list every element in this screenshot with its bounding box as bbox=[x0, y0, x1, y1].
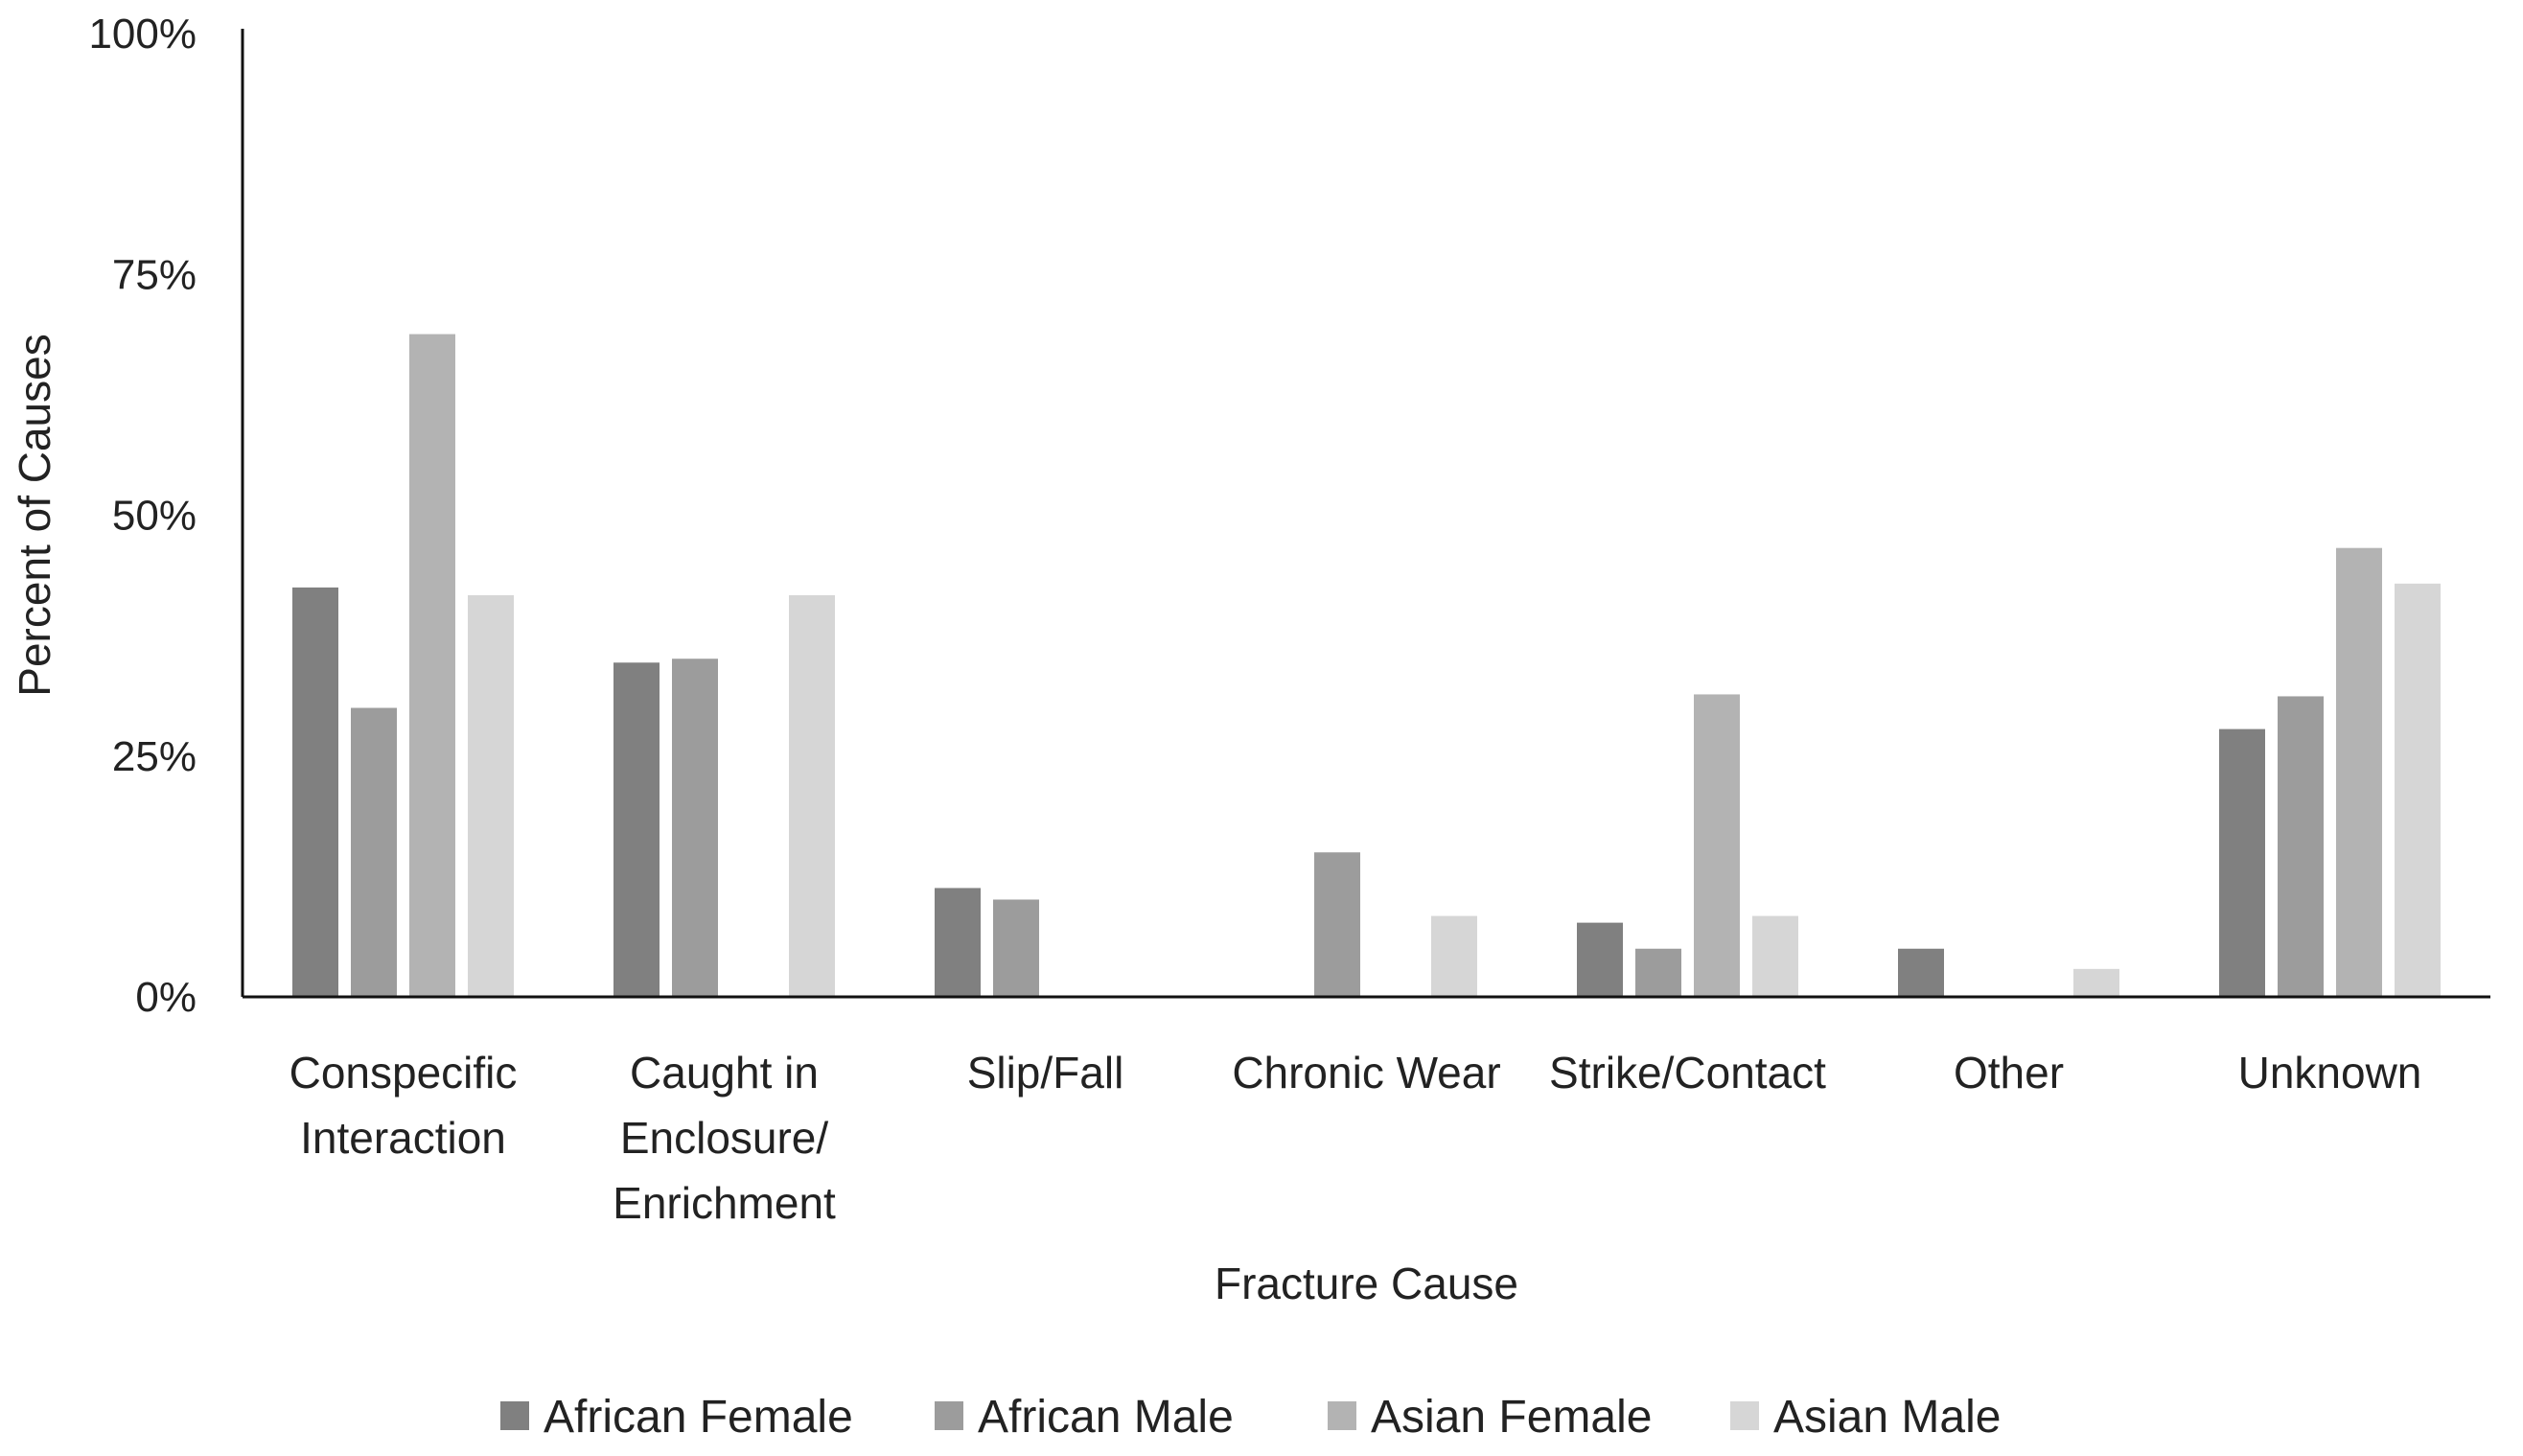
bar-african-female bbox=[935, 888, 981, 997]
y-tick-label: 75% bbox=[112, 251, 197, 298]
legend-label: Asian Male bbox=[1773, 1392, 2001, 1443]
y-tick-label: 100% bbox=[88, 11, 197, 58]
bar-african-male bbox=[672, 659, 718, 997]
bar-asian-female bbox=[409, 334, 455, 997]
bar-asian-female bbox=[1694, 694, 1740, 997]
x-category-label: Unknown bbox=[2238, 1048, 2422, 1098]
x-category-label: Strike/Contact bbox=[1549, 1048, 1826, 1098]
bar-african-male bbox=[2278, 696, 2324, 997]
x-axis-title: Fracture Cause bbox=[1215, 1259, 1518, 1308]
legend-swatch bbox=[500, 1401, 529, 1430]
legend-swatch bbox=[1328, 1401, 1356, 1430]
bar-asian-male bbox=[468, 594, 514, 997]
x-category-label: Caught in bbox=[630, 1048, 819, 1098]
bar-african-male bbox=[1635, 948, 1681, 997]
legend-swatch bbox=[1730, 1401, 1759, 1430]
legend-label: Asian Female bbox=[1371, 1392, 1652, 1443]
bar-african-female bbox=[613, 662, 660, 997]
bar-african-female bbox=[1898, 948, 1944, 997]
bar-african-male bbox=[1314, 852, 1360, 997]
legend-label: African Female bbox=[544, 1392, 853, 1443]
bar-asian-male bbox=[1752, 915, 1798, 997]
y-tick-label: 50% bbox=[112, 493, 197, 540]
x-category-label: Conspecific bbox=[289, 1048, 518, 1098]
x-category-label: Other bbox=[1954, 1048, 2064, 1098]
bar-african-male bbox=[993, 899, 1039, 997]
bars bbox=[292, 334, 2441, 997]
bar-asian-male bbox=[1431, 915, 1477, 997]
x-category-label: Interaction bbox=[300, 1113, 506, 1163]
y-tick-label: 0% bbox=[135, 974, 197, 1021]
legend-swatch bbox=[935, 1401, 963, 1430]
legend-label: African Male bbox=[978, 1392, 1234, 1443]
x-category-label: Slip/Fall bbox=[967, 1048, 1124, 1098]
x-category-label: Enrichment bbox=[613, 1178, 836, 1228]
bar-asian-male bbox=[2073, 968, 2119, 997]
bar-asian-male bbox=[789, 594, 835, 997]
bar-african-female bbox=[292, 587, 338, 997]
x-category-label: Chronic Wear bbox=[1232, 1048, 1500, 1098]
x-axis-category-labels: Conspecific Interaction Caught in Enclosure… bbox=[289, 1048, 2422, 1228]
bar-african-male bbox=[351, 707, 397, 997]
bar-african-female bbox=[2219, 728, 2265, 997]
y-axis-title: Percent of Causes bbox=[10, 334, 59, 696]
y-tick-label: 25% bbox=[112, 733, 197, 780]
legend: African Female African Male Asian Female As… bbox=[500, 1392, 2001, 1443]
y-axis-ticks: 0% 25% 50% 75% 100% bbox=[88, 11, 197, 1021]
bar-african-female bbox=[1577, 922, 1623, 997]
bar-asian-female bbox=[2336, 547, 2382, 997]
x-category-label: Enclosure/ bbox=[620, 1113, 829, 1163]
bar-asian-male bbox=[2395, 583, 2441, 997]
